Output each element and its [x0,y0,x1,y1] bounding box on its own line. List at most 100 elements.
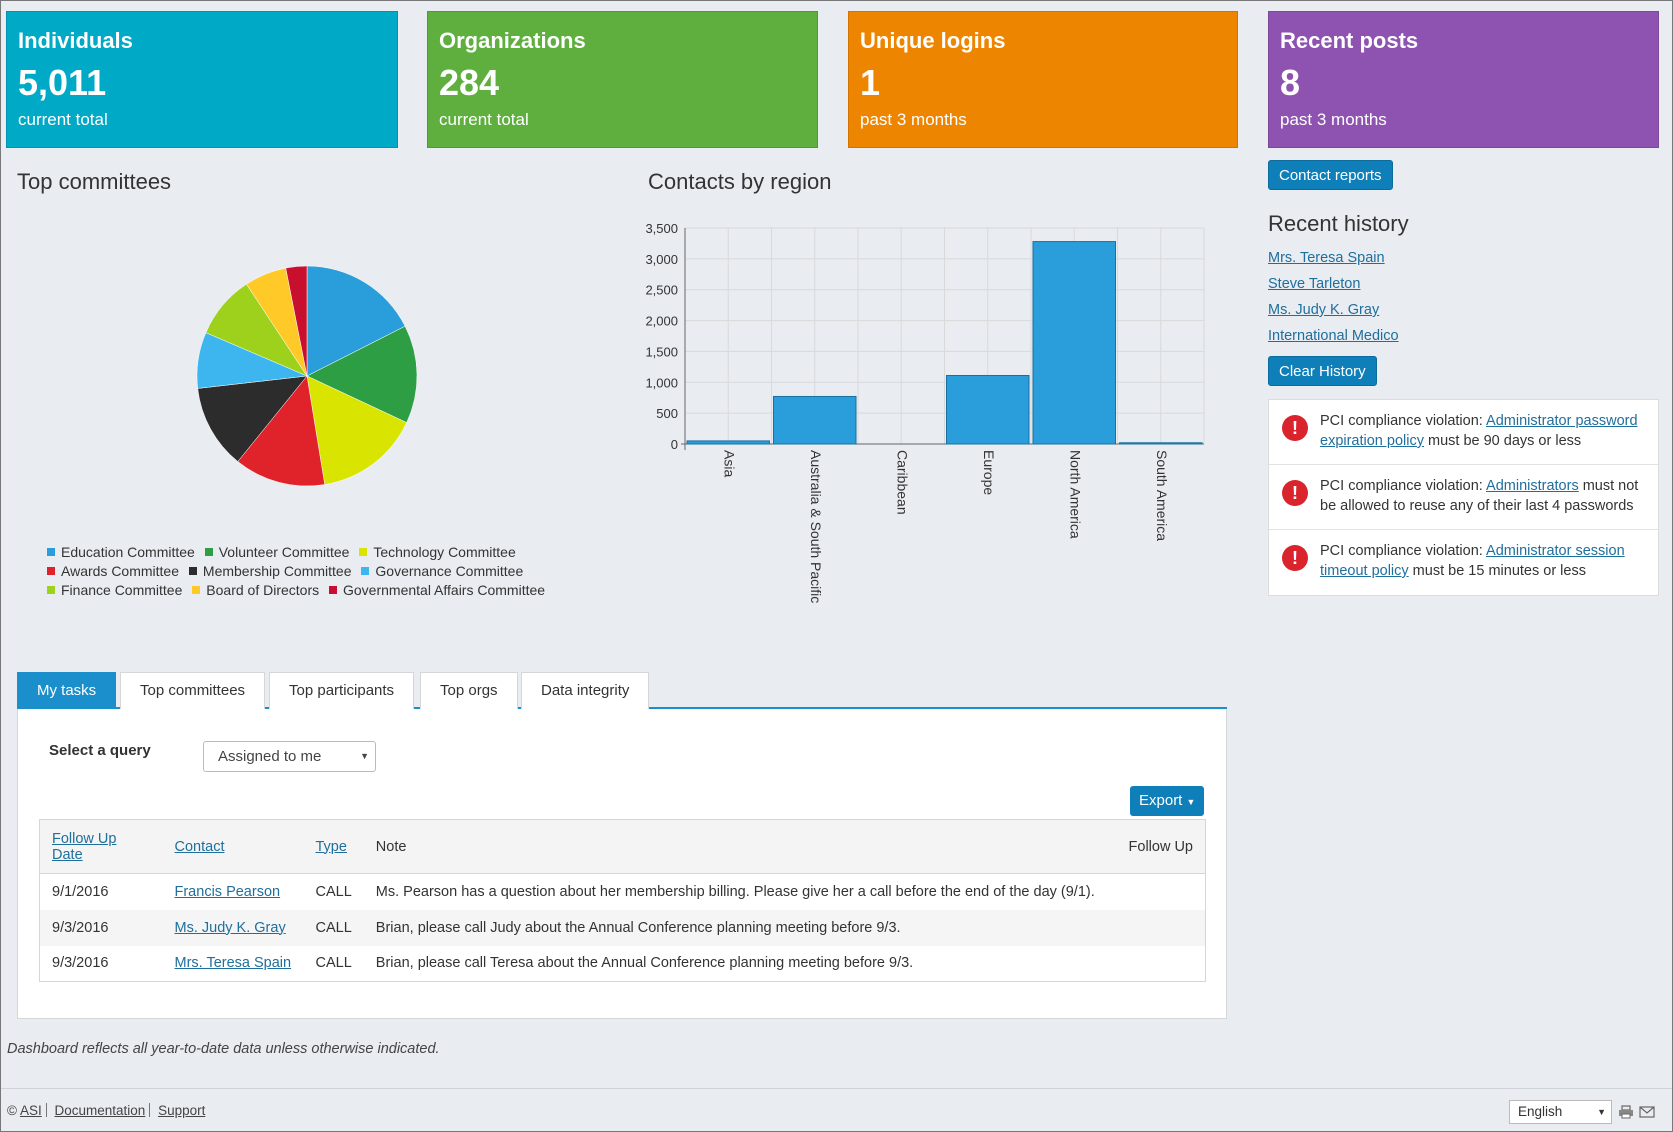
y-tick-label: 2,500 [645,283,678,298]
alert-link[interactable]: Administrator session timeout policy [1320,543,1625,579]
tile-title: Recent posts [1280,28,1419,53]
bar[interactable] [686,440,770,445]
legend-item[interactable]: Finance Committee [47,581,182,600]
tile-unique-logins[interactable]: Unique logins 1 past 3 months [848,11,1238,148]
y-tick-label: 1,000 [645,375,678,390]
legend-item[interactable]: Volunteer Committee [204,543,349,562]
pie-slice[interactable] [306,265,406,377]
legend-label: Awards Committee [61,563,180,579]
alert-item: ! PCI compliance violation: Administrato… [1269,400,1658,465]
pie-slice[interactable] [306,375,407,485]
email-icon[interactable] [1639,1105,1655,1119]
legend-item[interactable]: Governmental Affairs Committee [329,581,545,600]
history-link[interactable]: International Medico [1268,328,1399,344]
query-select[interactable]: Assigned to me ▼ [203,741,376,772]
footer-separator [45,1103,47,1117]
pie-slice[interactable] [237,375,326,487]
export-button[interactable]: Export ▼ [1130,786,1205,816]
bar[interactable] [1032,241,1116,445]
exclamation-icon: ! [1282,545,1308,571]
footer-divider [1,1088,1672,1089]
tab-bar: My tasks Top committees Top participants… [17,672,1227,709]
legend-item[interactable]: Technology Committee [359,543,516,562]
legend-item[interactable]: Education Committee [47,543,195,562]
alert-suffix: must be 90 days or less [1423,433,1582,449]
legend-label: Technology Committee [373,544,516,560]
contact-link[interactable]: Mrs. Teresa Spain [174,955,292,972]
history-link[interactable]: Mrs. Teresa Spain [1268,250,1385,266]
legend-item[interactable]: Governance Committee [361,562,523,581]
pie-slice[interactable] [197,375,308,462]
column-header-date[interactable]: Follow Up Date [39,819,163,874]
history-item[interactable]: Mrs. Teresa Spain [1268,250,1385,266]
sort-link[interactable]: Follow Up Date [52,830,117,863]
tab-top-participants[interactable]: Top participants [269,672,415,709]
pie-slice[interactable] [285,265,308,377]
legend-label: Education Committee [61,544,195,560]
documentation-link[interactable]: Documentation [54,1103,146,1118]
language-select[interactable]: English ▼ [1509,1100,1612,1124]
tile-organizations[interactable]: Organizations 284 current total [427,11,818,148]
footer-separator [149,1103,151,1117]
chevron-down-icon: ▼ [1597,1107,1606,1117]
table-row: 9/3/2016 Ms. Judy K. Gray CALL Brian, pl… [39,909,1206,946]
x-tick-label: Caribbean [894,450,910,515]
dashboard-footnote: Dashboard reflects all year-to-date data… [7,1041,440,1057]
history-item[interactable]: Ms. Judy K. Gray [1268,302,1379,318]
legend-swatch [188,567,197,575]
committees-pie-chart [196,265,418,487]
history-item[interactable]: Steve Tarleton [1268,276,1360,292]
legend-swatch [192,586,201,594]
history-link[interactable]: Ms. Judy K. Gray [1268,302,1380,318]
tile-recent-posts[interactable]: Recent posts 8 past 3 months [1268,11,1659,148]
pie-slice[interactable] [306,325,418,423]
cell-note: Brian, please call Judy about the Annual… [363,909,1206,946]
alert-prefix: PCI compliance violation: [1320,413,1487,429]
tab-top-orgs[interactable]: Top orgs [420,672,518,709]
history-link[interactable]: Steve Tarleton [1268,276,1361,292]
contact-reports-button[interactable]: Contact reports [1268,160,1393,190]
tab-data-integrity[interactable]: Data integrity [521,672,650,709]
print-icon[interactable] [1618,1105,1634,1119]
recent-history-heading: Recent history [1268,211,1409,236]
tile-subtitle: current total [439,110,529,129]
x-tick-label: South America [1154,450,1170,541]
bar[interactable] [946,374,1030,445]
copyright-symbol: © [7,1103,17,1118]
column-header-note: Note [363,819,1086,874]
tab-my-tasks[interactable]: My tasks [17,672,117,709]
asi-link[interactable]: ASI [19,1103,42,1118]
exclamation-icon: ! [1282,480,1308,506]
chevron-down-icon: ▼ [360,751,369,761]
sort-link[interactable]: Contact [174,838,225,855]
history-item[interactable]: International Medico [1268,328,1399,344]
sort-link[interactable]: Type [315,838,347,855]
clear-history-button[interactable]: Clear History [1268,356,1377,386]
footer: © ASI Documentation Support [7,1103,205,1118]
alert-link[interactable]: Administrator password expiration policy [1320,413,1638,449]
legend-item[interactable]: Awards Committee [47,562,179,581]
column-header-type[interactable]: Type [303,819,364,874]
cell-contact: Mrs. Teresa Spain [162,945,304,982]
alert-item: ! PCI compliance violation: Administrato… [1269,530,1658,595]
tab-top-committees[interactable]: Top committees [120,672,266,709]
legend-label: Membership Committee [202,563,352,579]
column-header-contact[interactable]: Contact [162,819,304,874]
legend-item[interactable]: Board of Directors [192,581,319,600]
legend-swatch [47,548,55,556]
tile-subtitle: past 3 months [860,110,967,129]
support-link[interactable]: Support [158,1103,206,1118]
tile-individuals[interactable]: Individuals 5,011 current total [6,11,398,148]
alert-prefix: PCI compliance violation: [1320,543,1487,559]
bar[interactable] [1119,442,1203,445]
contact-link[interactable]: Francis Pearson [174,883,281,900]
region-heading: Contacts by region [648,169,832,194]
contact-link[interactable]: Ms. Judy K. Gray [174,919,286,936]
y-tick-label: 1,500 [645,344,678,359]
bar[interactable] [773,395,857,445]
tile-value: 5,011 [18,62,107,103]
caret-down-icon: ▼ [1186,797,1196,807]
legend-item[interactable]: Membership Committee [188,562,352,581]
alert-link[interactable]: Administrators [1486,478,1579,494]
x-tick-label: Europe [981,450,997,495]
